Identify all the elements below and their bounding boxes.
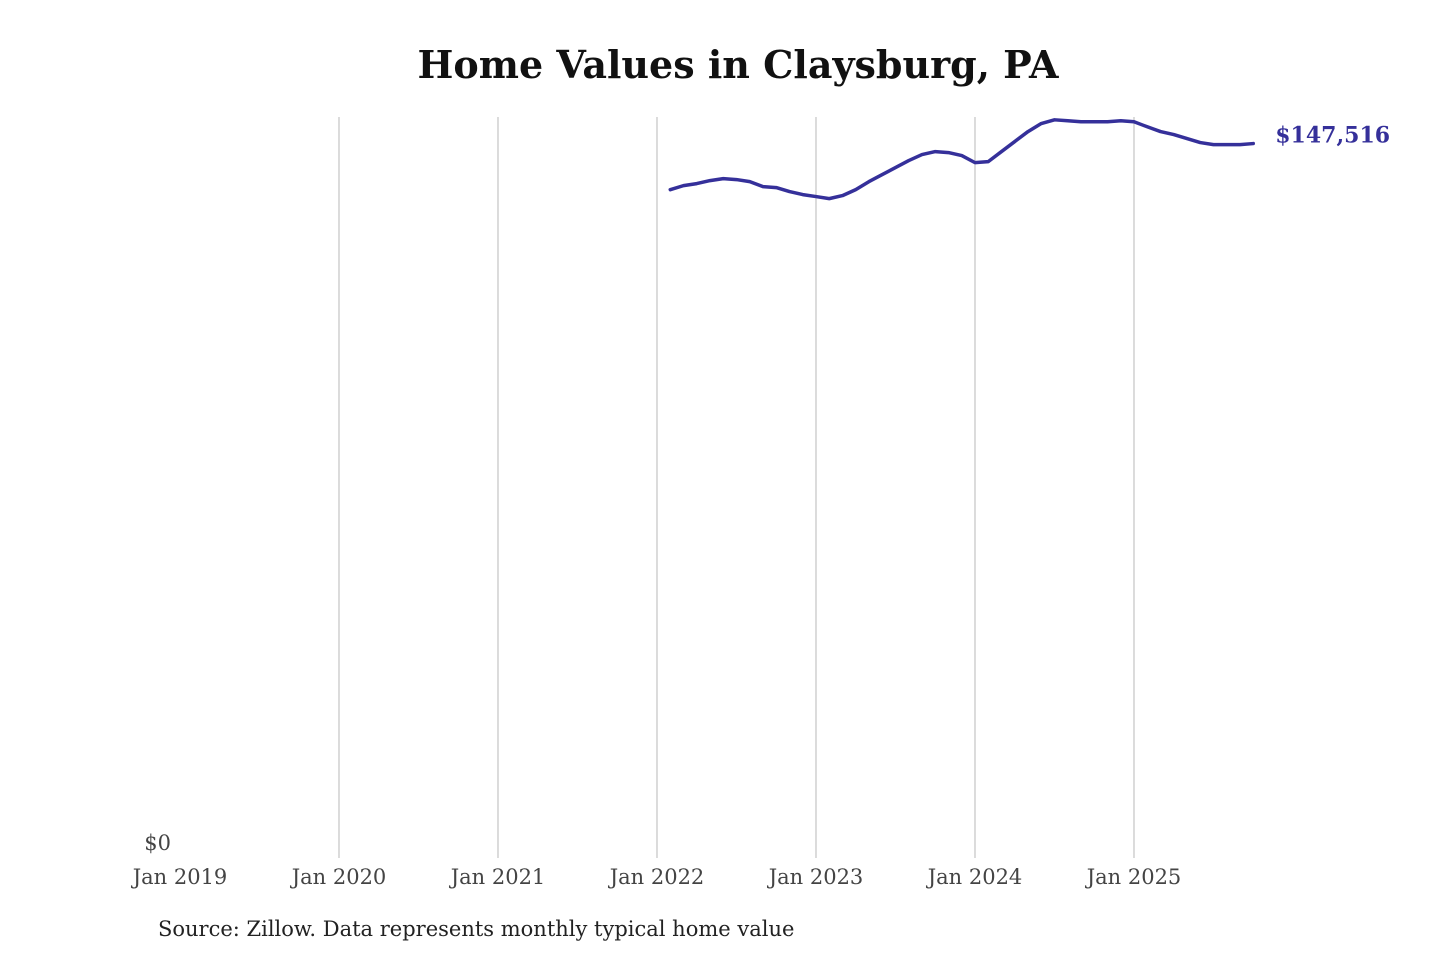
x-tick-label: Jan 2023 — [767, 865, 864, 889]
source-note: Source: Zillow. Data represents monthly … — [158, 917, 795, 941]
y-tick-label: $0 — [144, 831, 171, 855]
end-value-label: $147,516 — [1275, 123, 1390, 149]
x-tick-label: Jan 2019 — [131, 865, 228, 889]
x-tick-label: Jan 2020 — [290, 865, 387, 889]
series-line — [668, 118, 1255, 201]
x-tick-label: Jan 2024 — [926, 865, 1023, 889]
x-tick-label: Jan 2022 — [608, 865, 705, 889]
x-tick-label: Jan 2025 — [1085, 865, 1182, 889]
chart-title: Home Values in Claysburg, PA — [417, 42, 1059, 87]
x-tick-label: Jan 2021 — [449, 865, 546, 889]
